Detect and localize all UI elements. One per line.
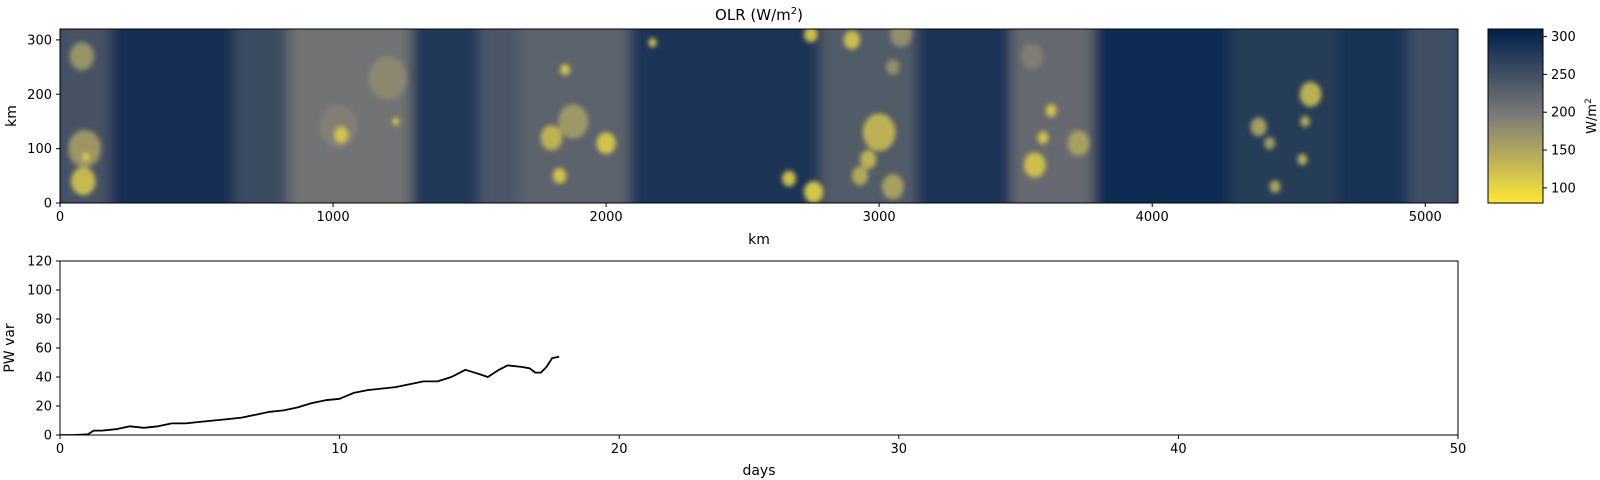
convective-cell-3 — [82, 153, 90, 161]
line-y-ticks: 0 20 40 60 80 100 120 — [27, 255, 60, 444]
line-x-tick-label: 50 — [1450, 442, 1467, 457]
convective-cell-18 — [862, 113, 896, 152]
heatmap-bands — [60, 29, 1458, 203]
line-y-tick-label: 40 — [35, 371, 52, 386]
colorbar-tick-label: 250 — [1551, 68, 1576, 83]
heatmap-x-tick-label: 2000 — [590, 210, 623, 225]
convective-cell-16 — [804, 29, 818, 43]
olr-heatmap-panel: OLR (W/m2) 0 1000 2000 3000 4000 5000 0 100 200… — [4, 6, 1459, 248]
olr-band-7 — [629, 29, 829, 203]
convective-cell-20 — [860, 150, 877, 169]
heatmap-y-ticks: 0 100 200 300 — [27, 33, 60, 212]
convective-cell-2 — [70, 167, 96, 196]
colorbar-tick-label: 300 — [1551, 30, 1576, 45]
heatmap-y-tick-label: 300 — [27, 33, 52, 48]
convective-cell-31 — [1269, 180, 1281, 193]
olr-band-2 — [233, 29, 297, 203]
line-y-tick-label: 60 — [35, 342, 52, 357]
olr-band-13 — [1339, 29, 1416, 203]
olr-band-5 — [479, 29, 529, 203]
heatmap-y-tick-label: 100 — [27, 142, 52, 157]
line-x-tick-label: 0 — [56, 442, 64, 457]
colorbar-ticks: 100 150 200 250 300 — [1543, 30, 1576, 196]
line-x-tick-label: 20 — [611, 442, 628, 457]
pw-var-series-line — [60, 355, 560, 435]
convective-cell-1 — [68, 129, 101, 168]
convective-cell-5 — [334, 127, 349, 143]
convective-cell-32 — [1299, 81, 1322, 107]
line-plot-background — [60, 261, 1458, 435]
convective-cell-17 — [843, 30, 861, 50]
convective-cell-30 — [1264, 136, 1276, 150]
colorbar-tick-label: 150 — [1551, 144, 1576, 159]
colorbar: 100 150 200 250 300 W/m2 — [1487, 28, 1600, 204]
convective-cell-33 — [1297, 153, 1308, 166]
heatmap-frame — [59, 28, 1459, 204]
heatmap-plot-area — [60, 29, 1458, 203]
line-x-ticks: 0 10 20 30 40 50 — [56, 435, 1466, 457]
colorbar-label: W/m2 — [1584, 98, 1600, 134]
heatmap-y-tick-label: 200 — [27, 88, 52, 103]
line-x-tick-label: 40 — [1170, 442, 1187, 457]
convective-cell-11 — [552, 167, 567, 184]
heatmap-x-tick-label: 1000 — [317, 210, 350, 225]
olr-band-12 — [1230, 29, 1348, 203]
line-y-tick-label: 100 — [27, 284, 52, 299]
heatmap-ylabel: km — [4, 105, 20, 127]
convective-cell-23 — [885, 59, 900, 75]
line-x-tick-label: 30 — [891, 442, 908, 457]
convective-cell-0 — [69, 42, 95, 71]
convective-cell-12 — [596, 132, 616, 155]
convective-cell-10 — [540, 125, 563, 151]
line-y-tick-label: 80 — [35, 313, 52, 328]
convective-cell-14 — [782, 170, 796, 187]
heatmap-cells — [68, 29, 1322, 203]
convective-cell-7 — [392, 117, 400, 126]
heatmap-x-tick-label: 4000 — [1136, 210, 1169, 225]
convective-cell-8 — [560, 64, 571, 76]
olr-band-11 — [1093, 29, 1239, 203]
convective-cell-26 — [1045, 104, 1057, 117]
line-x-tick-label: 10 — [331, 442, 348, 457]
olr-band-9 — [916, 29, 1020, 203]
convective-cell-27 — [1067, 130, 1090, 156]
olr-band-4 — [410, 29, 488, 203]
convective-cell-15 — [804, 181, 824, 203]
colorbar-tick-label: 200 — [1551, 106, 1576, 121]
heatmap-x-tick-label: 3000 — [863, 210, 896, 225]
olr-band-1 — [110, 29, 242, 203]
colorbar-tick-label: 100 — [1551, 181, 1576, 196]
convective-cell-19 — [881, 174, 904, 200]
convective-cell-6 — [368, 55, 407, 100]
heatmap-title: OLR (W/m2) — [715, 6, 803, 24]
convective-cell-29 — [1250, 117, 1267, 137]
convective-cell-25 — [1037, 131, 1049, 145]
line-xlabel: days — [742, 463, 775, 479]
line-y-tick-label: 120 — [27, 255, 52, 270]
heatmap-x-tick-label: 0 — [56, 210, 64, 225]
convective-cell-4 — [319, 104, 358, 149]
pw-var-line-panel: 0 10 20 30 40 50 0 20 40 60 80 100 120 days PW var — [2, 255, 1466, 480]
line-ylabel: PW var — [2, 323, 18, 373]
olr-band-14 — [1407, 29, 1458, 203]
colorbar-gradient — [1487, 28, 1544, 204]
convective-cell-22 — [890, 29, 912, 47]
heatmap-x-tick-label: 5000 — [1409, 210, 1442, 225]
line-y-tick-label: 20 — [35, 400, 52, 415]
heatmap-xlabel: km — [748, 232, 770, 248]
convective-cell-9 — [558, 104, 589, 139]
convective-cell-13 — [648, 37, 657, 48]
line-y-tick-label: 0 — [44, 429, 52, 444]
heatmap-x-ticks: 0 1000 2000 3000 4000 5000 — [56, 203, 1442, 225]
heatmap-y-tick-label: 0 — [44, 197, 52, 212]
convective-cell-28 — [1021, 43, 1043, 69]
convective-cell-34 — [1300, 115, 1311, 128]
convective-cell-24 — [1023, 152, 1046, 178]
convective-cell-21 — [851, 166, 869, 186]
